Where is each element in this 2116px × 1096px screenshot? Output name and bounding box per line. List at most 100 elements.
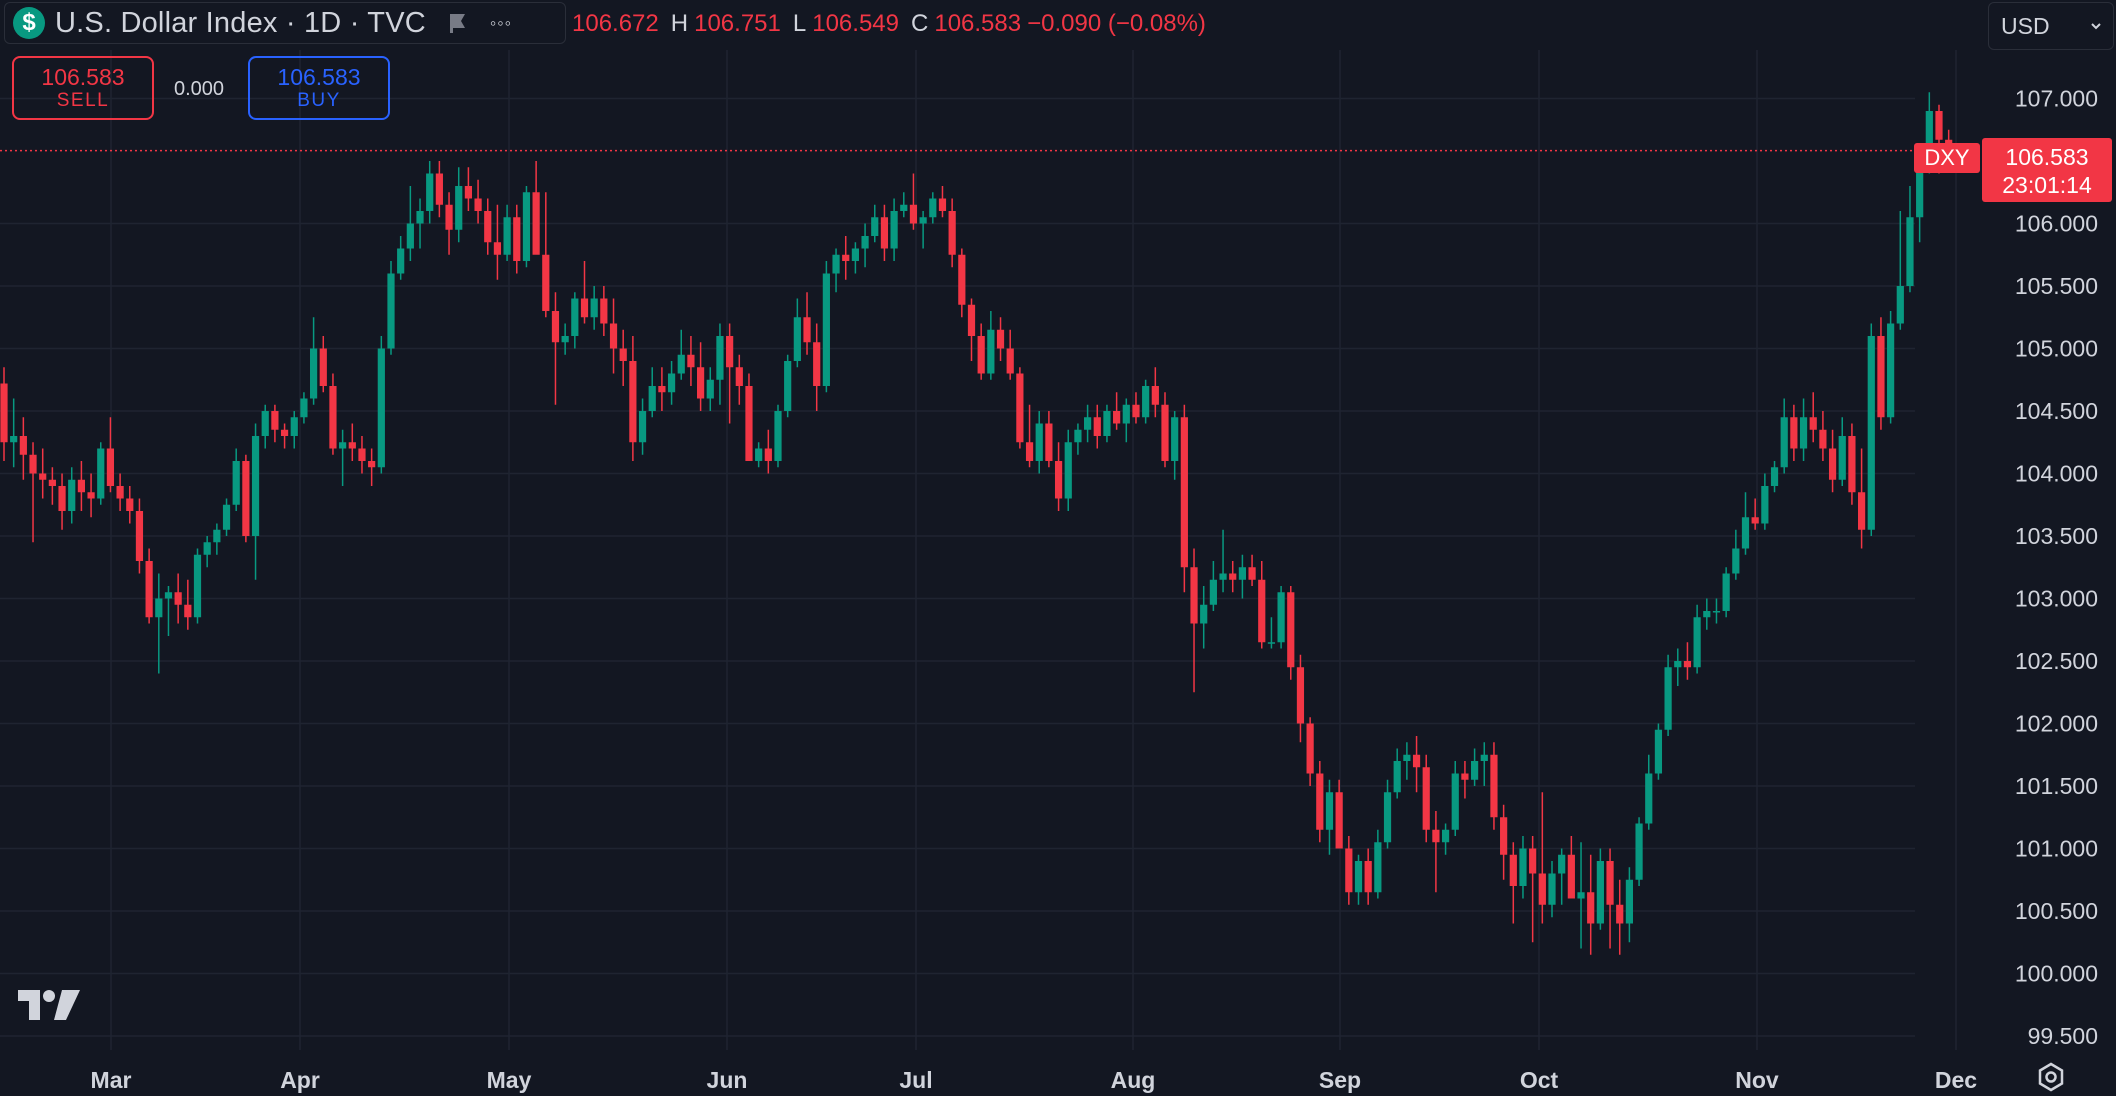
candle xyxy=(842,236,850,280)
candle xyxy=(387,261,395,355)
candle xyxy=(445,192,453,255)
candle xyxy=(648,367,656,418)
price-axis[interactable]: 107.000 106.000 105.500 105.000 104.500 104.0… xyxy=(2015,86,2098,1050)
candle xyxy=(358,436,366,474)
candle xyxy=(890,198,898,261)
settings-icon[interactable] xyxy=(2036,1062,2066,1092)
candle xyxy=(435,161,443,218)
candle xyxy=(1248,554,1256,586)
candle xyxy=(784,354,792,418)
candle xyxy=(600,286,608,336)
currency-select[interactable]: USD xyxy=(1988,2,2114,50)
candle xyxy=(1838,417,1846,486)
sell-label: SELL xyxy=(56,90,110,112)
y-tick-label: 107.000 xyxy=(2015,86,2098,112)
candle xyxy=(455,167,463,243)
high-label: H xyxy=(670,10,689,37)
change-value: −0.090 (−0.08%) xyxy=(1027,10,1206,37)
candle xyxy=(339,429,347,486)
buy-button[interactable]: 106.583 BUY xyxy=(248,56,390,120)
x-tick-label: Sep xyxy=(1319,1067,1361,1093)
candle xyxy=(58,473,66,530)
spread-value: 0.000 xyxy=(174,78,225,100)
candle xyxy=(1616,879,1624,955)
candle xyxy=(1877,317,1885,430)
last-price-value: 106.583 xyxy=(2005,144,2088,170)
candle xyxy=(1374,829,1382,899)
candle xyxy=(871,204,879,243)
candle xyxy=(164,586,173,636)
x-tick-label: Jul xyxy=(899,1067,932,1093)
candle xyxy=(1335,779,1343,849)
candle xyxy=(774,404,782,468)
candle xyxy=(77,461,85,511)
candle xyxy=(822,261,830,393)
candle xyxy=(929,192,937,224)
candle xyxy=(48,467,56,505)
candle xyxy=(106,417,115,493)
candle xyxy=(1316,761,1324,843)
candle xyxy=(677,329,685,380)
candle xyxy=(222,498,231,536)
candle xyxy=(213,523,221,555)
y-tick-label: 103.000 xyxy=(2015,586,2098,612)
more-icon[interactable]: ◦◦◦ xyxy=(489,12,513,33)
candles xyxy=(0,92,1953,955)
candle xyxy=(87,473,95,518)
candle xyxy=(184,579,192,630)
candle xyxy=(745,373,753,461)
candle xyxy=(1596,848,1604,930)
candle xyxy=(1906,186,1914,293)
candle xyxy=(1790,404,1798,461)
candle xyxy=(1103,404,1111,443)
bar-countdown: 23:01:14 xyxy=(2002,172,2092,198)
symbol-title[interactable]: U.S. Dollar Index · 1D · TVC xyxy=(55,6,426,39)
candle xyxy=(68,467,76,524)
candle xyxy=(1635,817,1643,886)
candle xyxy=(658,367,666,411)
candle xyxy=(987,311,995,380)
candle xyxy=(1306,717,1314,786)
candle xyxy=(851,242,859,274)
candle xyxy=(0,367,8,461)
candle xyxy=(1896,211,1904,330)
candle xyxy=(1422,754,1430,843)
candle xyxy=(1606,848,1614,949)
candle xyxy=(687,336,695,386)
x-tick-label: Dec xyxy=(1935,1067,1977,1093)
candle xyxy=(1471,748,1479,786)
candle xyxy=(1190,548,1198,693)
candle xyxy=(958,248,966,318)
candle xyxy=(1587,854,1595,955)
candle xyxy=(1548,861,1556,918)
sell-button[interactable]: 106.583 SELL xyxy=(12,56,154,120)
y-tick-label: 104.500 xyxy=(2015,398,2098,424)
time-axis[interactable]: Mar Apr May Jun Jul Aug Sep Oct Nov Dec xyxy=(91,1067,1978,1093)
symbol-header[interactable]: $ U.S. Dollar Index · 1D · TVC ◦◦◦ xyxy=(4,2,566,44)
tradingview-logo-icon[interactable] xyxy=(18,988,80,1022)
candle xyxy=(1258,561,1266,649)
candle xyxy=(735,354,743,405)
candle xyxy=(126,486,134,524)
candle xyxy=(406,186,414,261)
candle xyxy=(1296,654,1305,743)
candle xyxy=(503,204,511,261)
candle xyxy=(319,336,327,393)
x-tick-label: Aug xyxy=(1111,1067,1156,1093)
candle xyxy=(1171,411,1179,480)
candle xyxy=(832,248,840,293)
candle xyxy=(977,323,985,380)
last-price-label: DXY 106.583 23:01:14 xyxy=(1914,138,2112,202)
flag-icon[interactable] xyxy=(446,12,468,34)
candle xyxy=(1828,429,1837,493)
candle xyxy=(290,411,298,449)
candle xyxy=(996,317,1005,361)
candle xyxy=(1558,848,1566,905)
candle xyxy=(1441,823,1450,855)
y-tick-label: 101.000 xyxy=(2015,836,2098,862)
candle xyxy=(571,292,579,349)
candle xyxy=(1500,804,1508,880)
candle xyxy=(1287,586,1295,680)
candle xyxy=(232,448,240,511)
